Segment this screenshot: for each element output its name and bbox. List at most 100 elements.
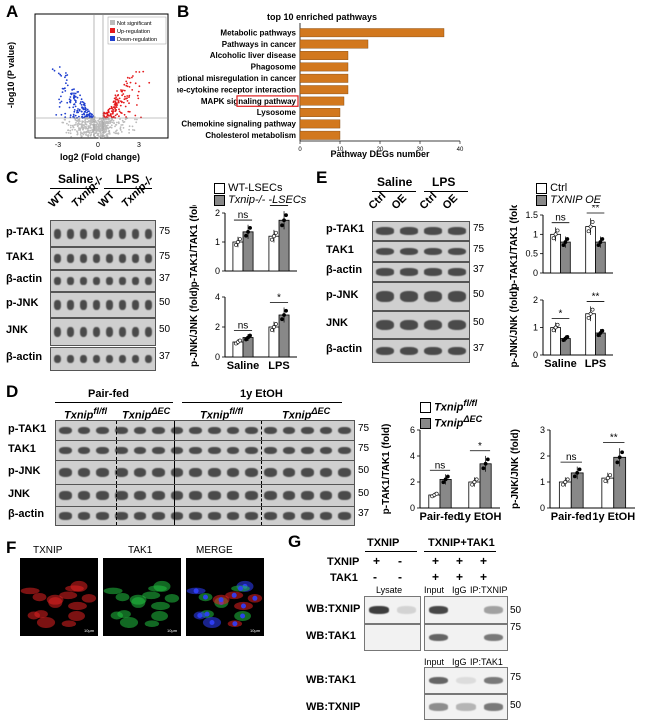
blot-strip (55, 484, 355, 507)
data-point (272, 234, 276, 239)
mw-marker: 37 (159, 273, 171, 284)
volcano-point (86, 134, 88, 137)
lane-divider (261, 441, 262, 460)
volcano-point (64, 76, 66, 79)
blot-row-label: β-actin (326, 343, 363, 355)
volcano-point (80, 110, 83, 113)
band (170, 512, 184, 520)
data-point (577, 467, 582, 472)
volcano-point (106, 116, 109, 118)
volcano-point (51, 68, 54, 71)
g-ip-tak1: IP:TAK1 (470, 657, 503, 667)
data-point (282, 218, 286, 223)
band (93, 277, 100, 285)
data-point (555, 322, 560, 327)
sig-label: * (478, 441, 482, 452)
band (77, 446, 91, 455)
volcano-point (121, 90, 123, 93)
band (338, 491, 351, 500)
pathway-bar (299, 108, 341, 117)
co-ip-blot (424, 694, 508, 720)
volcano-point (104, 128, 106, 131)
data-point (608, 473, 613, 478)
volcano-point (118, 115, 120, 118)
volcano-point (69, 124, 72, 127)
band (133, 512, 147, 520)
volcano-point (93, 116, 96, 118)
blot-strip (55, 440, 355, 461)
data-point (270, 237, 274, 242)
band (400, 247, 418, 256)
cell (110, 611, 123, 620)
band (245, 491, 258, 500)
g-igg-1: IgG (452, 585, 467, 595)
volcano-point (84, 115, 86, 118)
band (338, 467, 351, 478)
volcano-point (121, 124, 124, 126)
svg-text:0: 0 (96, 142, 100, 149)
volcano-point (84, 121, 86, 123)
blot-strip (55, 460, 355, 485)
blot-row-label: β-actin (6, 351, 43, 363)
volcano-point (74, 99, 77, 102)
volcano-point (70, 136, 73, 138)
y-axis-label: p-TAK1/TAK1 (fold) (509, 205, 520, 289)
volcano-point (113, 131, 115, 134)
g-ip-txnip: IP:TXNIP (470, 585, 508, 595)
volcano-point (75, 123, 77, 126)
volcano-point (76, 130, 78, 133)
volcano-point (136, 118, 138, 121)
band (54, 326, 61, 338)
nucleus (238, 586, 243, 591)
nucleus (203, 594, 208, 600)
band (170, 446, 184, 455)
g-mw-1: 50 (510, 605, 522, 616)
pathway-label: Chemokine signaling pathway (181, 120, 296, 129)
lane-divider (116, 421, 117, 440)
pathway-label: Phagosome (251, 63, 297, 72)
volcano-point (67, 129, 69, 132)
y-tick-label: 0 (410, 503, 415, 513)
volcano-point (80, 98, 83, 101)
band (208, 446, 221, 455)
band (114, 512, 128, 520)
blot-row-label: TAK1 (8, 442, 36, 455)
svg-text:3: 3 (137, 142, 141, 149)
sig-label: ns (435, 460, 446, 471)
volcano-point (119, 118, 121, 120)
band (483, 633, 503, 642)
cell (46, 594, 64, 605)
x-category-label: LPS (585, 358, 606, 370)
pathway-bar (299, 62, 349, 72)
co-ip-blot (364, 596, 421, 624)
lane-divider (116, 461, 117, 484)
volcano-point (91, 123, 93, 126)
band (114, 426, 128, 435)
volcano-point (114, 125, 116, 128)
mw-marker: 37 (159, 351, 171, 362)
mw-marker: 75 (358, 422, 370, 434)
volcano-point (76, 133, 79, 135)
band (483, 676, 503, 685)
band (400, 268, 418, 276)
band (54, 277, 61, 285)
blot-row-label: TAK1 (6, 250, 34, 263)
y-axis-label: p-JNK/JNK (fold) (509, 288, 520, 368)
blot-row-label: TAK1 (326, 243, 354, 256)
band (400, 346, 418, 356)
band (114, 446, 128, 455)
band (448, 227, 466, 235)
volcano-point (91, 118, 94, 121)
volcano-point (136, 94, 139, 97)
volcano-point (111, 112, 114, 115)
band (226, 491, 240, 500)
y-tick-label: 2 (533, 295, 538, 305)
x-tick-label: 10 (337, 147, 344, 153)
pathway-label: Cytokine-cytokine receptor interaction (177, 85, 296, 94)
band (189, 491, 202, 500)
g-sign-tak1: - (373, 570, 377, 584)
band (67, 228, 74, 239)
volcano-point (81, 113, 84, 116)
volcano-point (113, 97, 116, 100)
mw-marker: 50 (358, 487, 370, 499)
